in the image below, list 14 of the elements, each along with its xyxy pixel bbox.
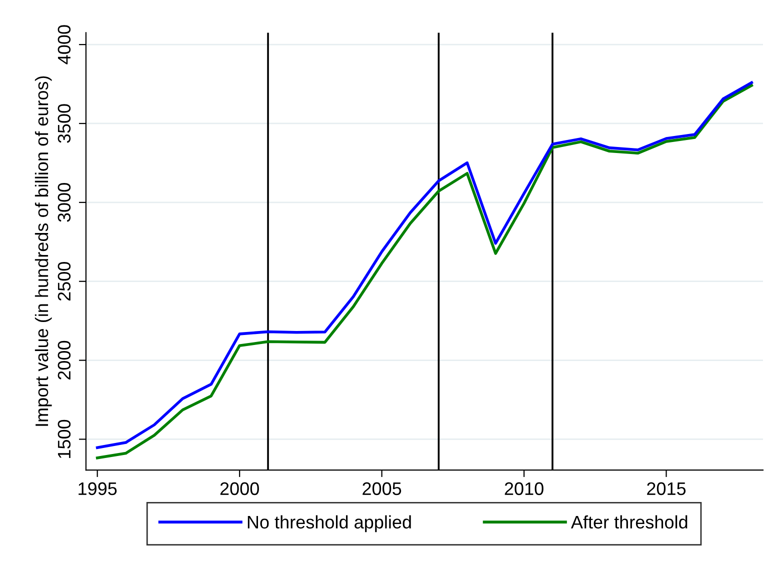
- legend-label: After threshold: [570, 515, 688, 529]
- x-tick-label: 2005: [362, 482, 402, 496]
- y-tick-label: 3500: [58, 104, 71, 143]
- y-tick-label: 4000: [58, 25, 71, 64]
- x-tick-label: 2010: [504, 482, 544, 496]
- x-tick-label: 2015: [647, 482, 686, 496]
- x-tick-label: 2000: [220, 482, 259, 496]
- y-tick-label: 2000: [58, 340, 71, 380]
- y-tick-label: 1500: [58, 420, 71, 458]
- y-axis-title: Import value (in hundreds of billion of euros): [34, 76, 52, 426]
- x-tick-label: 1995: [78, 482, 117, 496]
- y-tick-label: 3000: [58, 183, 71, 222]
- y-tick-label: 2500: [58, 262, 71, 301]
- legend-label: No threshold applied: [248, 515, 411, 532]
